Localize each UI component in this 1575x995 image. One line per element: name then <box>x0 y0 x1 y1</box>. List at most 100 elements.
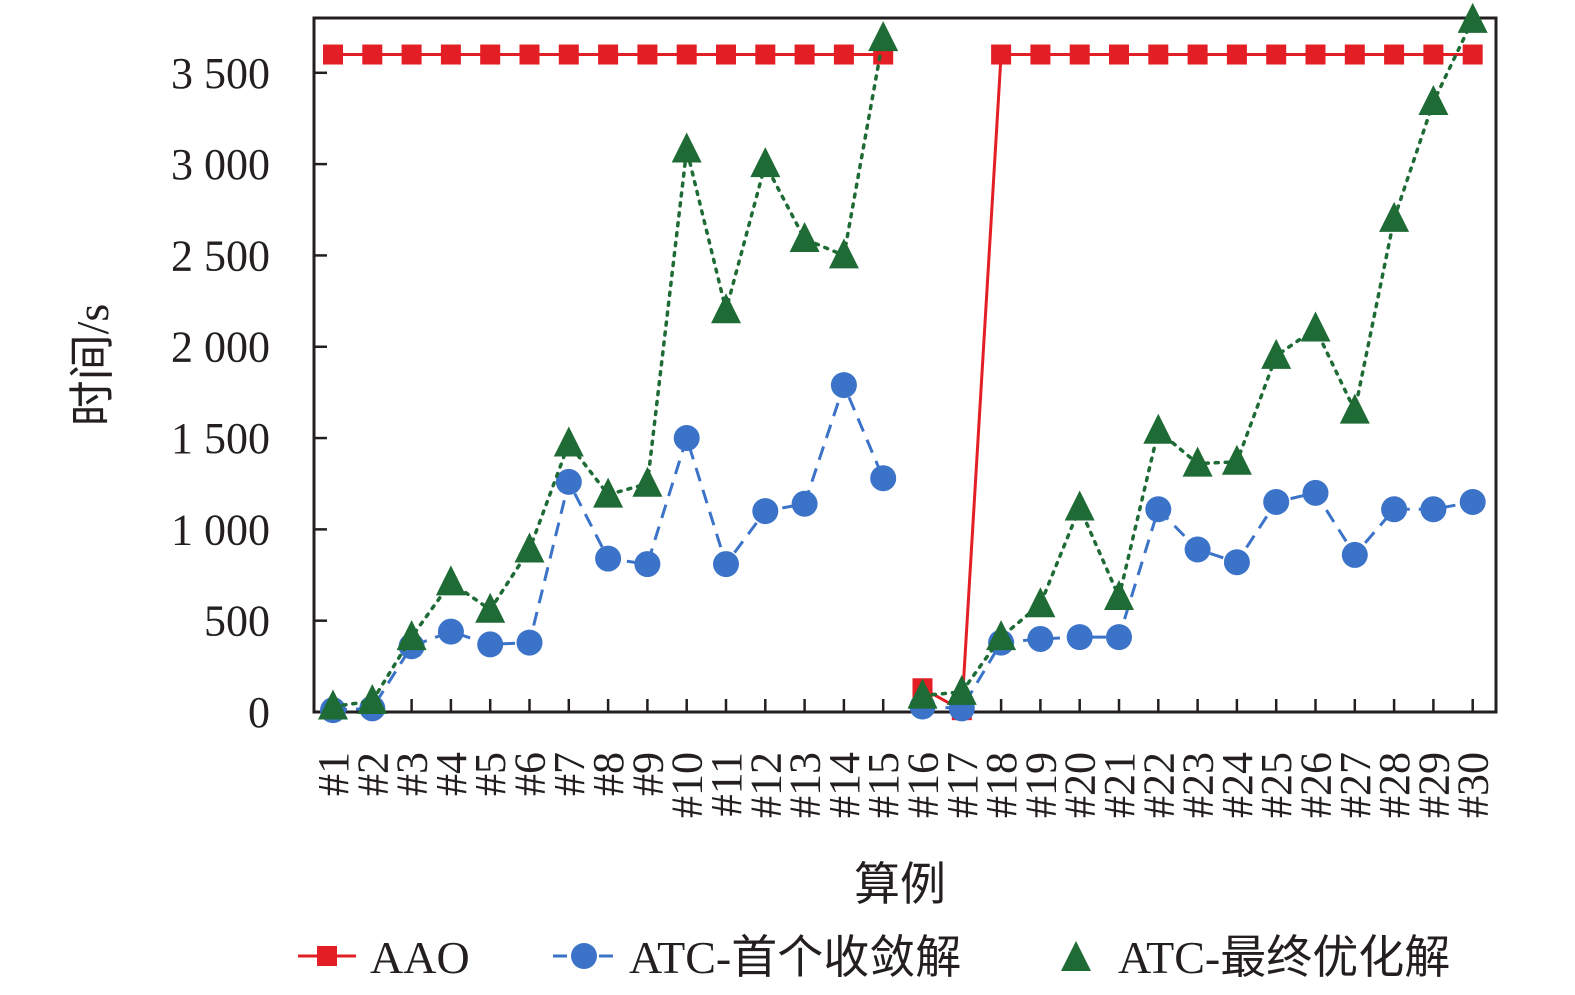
data-point <box>1420 496 1447 523</box>
x-tick-label: #13 <box>781 752 830 818</box>
data-point <box>991 44 1012 65</box>
data-point <box>1379 201 1410 232</box>
data-point <box>791 490 818 517</box>
data-point <box>480 44 501 65</box>
x-tick-label: #9 <box>623 752 672 796</box>
x-tick-label: #22 <box>1134 752 1183 818</box>
data-point <box>1462 44 1483 65</box>
x-tick-label: #19 <box>1016 752 1065 818</box>
data-point <box>1261 338 1292 369</box>
data-point <box>1064 490 1095 521</box>
x-tick-label: #18 <box>977 752 1026 818</box>
data-point <box>1305 44 1326 65</box>
data-point <box>1223 549 1250 576</box>
data-point <box>318 689 348 720</box>
data-point <box>1457 2 1488 33</box>
data-point <box>830 372 857 399</box>
data-point <box>868 21 899 52</box>
series-0 <box>323 44 1483 721</box>
series-1 <box>320 372 1486 724</box>
data-point <box>1030 44 1051 65</box>
legend-marker <box>571 943 597 969</box>
x-tick-label: #10 <box>663 752 712 818</box>
data-point <box>1381 496 1408 523</box>
data-point <box>1423 44 1444 65</box>
data-point <box>1104 579 1134 610</box>
legend-item-1: ATC-首个收敛解 <box>553 932 961 983</box>
y-tick-label: 3 000 <box>171 140 270 189</box>
data-point <box>711 293 741 324</box>
x-tick-label: #4 <box>427 752 476 796</box>
data-point <box>593 477 624 508</box>
x-tick-label: #16 <box>899 752 948 818</box>
data-point <box>833 44 854 65</box>
data-point <box>1263 488 1290 515</box>
data-point <box>435 565 466 596</box>
data-point <box>632 466 663 497</box>
data-point <box>516 629 543 656</box>
y-tick-label: 1 500 <box>171 414 270 463</box>
data-point <box>514 532 545 563</box>
data-point <box>986 620 1017 651</box>
y-axis: 0 500 1 000 1 500 2 000 2 500 3 000 3 500 <box>171 49 327 737</box>
legend-label: AAO <box>370 932 470 983</box>
data-point <box>396 620 427 651</box>
data-point <box>671 132 702 163</box>
data-point <box>673 425 700 452</box>
series-line <box>922 491 1473 710</box>
x-tick-label: #15 <box>859 752 908 818</box>
data-point <box>716 44 736 65</box>
data-point <box>750 147 781 178</box>
legend-item-2: ATC-最终优化解 <box>1061 932 1450 983</box>
data-point <box>1069 44 1090 65</box>
data-point <box>1226 44 1247 65</box>
x-tick-label: #6 <box>506 752 555 796</box>
data-point <box>1341 541 1368 568</box>
data-point <box>323 44 343 65</box>
y-tick-label: 0 <box>248 688 270 737</box>
x-tick-label: #7 <box>545 752 594 796</box>
x-tick-label: #3 <box>388 752 437 796</box>
data-point <box>477 631 504 658</box>
x-tick-label: #1 <box>309 752 358 796</box>
series-line <box>921 53 1473 713</box>
x-tick-label: #26 <box>1292 752 1341 818</box>
x-tick-label: #24 <box>1213 752 1262 818</box>
data-point <box>1145 496 1172 523</box>
legend-label: ATC-最终优化解 <box>1118 932 1450 983</box>
data-point <box>634 551 661 578</box>
x-tick-label: #21 <box>1095 752 1144 818</box>
data-point <box>794 44 815 65</box>
data-point <box>1066 624 1093 651</box>
data-point <box>519 44 540 65</box>
data-point <box>1182 446 1213 477</box>
data-point <box>713 551 739 578</box>
data-point <box>1148 44 1169 65</box>
data-point <box>1339 393 1370 424</box>
data-point <box>1187 44 1208 65</box>
x-tick-label: #5 <box>466 752 515 796</box>
x-tick-label: #17 <box>938 752 987 818</box>
x-tick-label: #30 <box>1449 752 1498 818</box>
data-point <box>1266 44 1287 65</box>
data-point <box>1344 44 1365 65</box>
data-point <box>1384 44 1405 65</box>
legend-marker <box>1061 941 1091 971</box>
data-point <box>440 44 461 65</box>
plot-frame <box>312 16 1498 714</box>
data-point <box>1106 624 1132 651</box>
data-point <box>362 44 383 65</box>
y-tick-label: 500 <box>204 597 270 646</box>
legend-item-0: AAO <box>298 932 470 983</box>
legend: AAO ATC-首个收敛解 ATC-最终优化解 <box>298 932 1450 983</box>
x-tick-label: #27 <box>1331 752 1380 818</box>
data-point <box>828 238 859 269</box>
data-point <box>1109 44 1129 65</box>
legend-label: ATC-首个收敛解 <box>629 932 961 983</box>
y-tick-label: 1 000 <box>171 505 270 554</box>
data-point <box>1025 587 1056 618</box>
data-point <box>1300 311 1331 342</box>
data-point <box>789 221 820 252</box>
